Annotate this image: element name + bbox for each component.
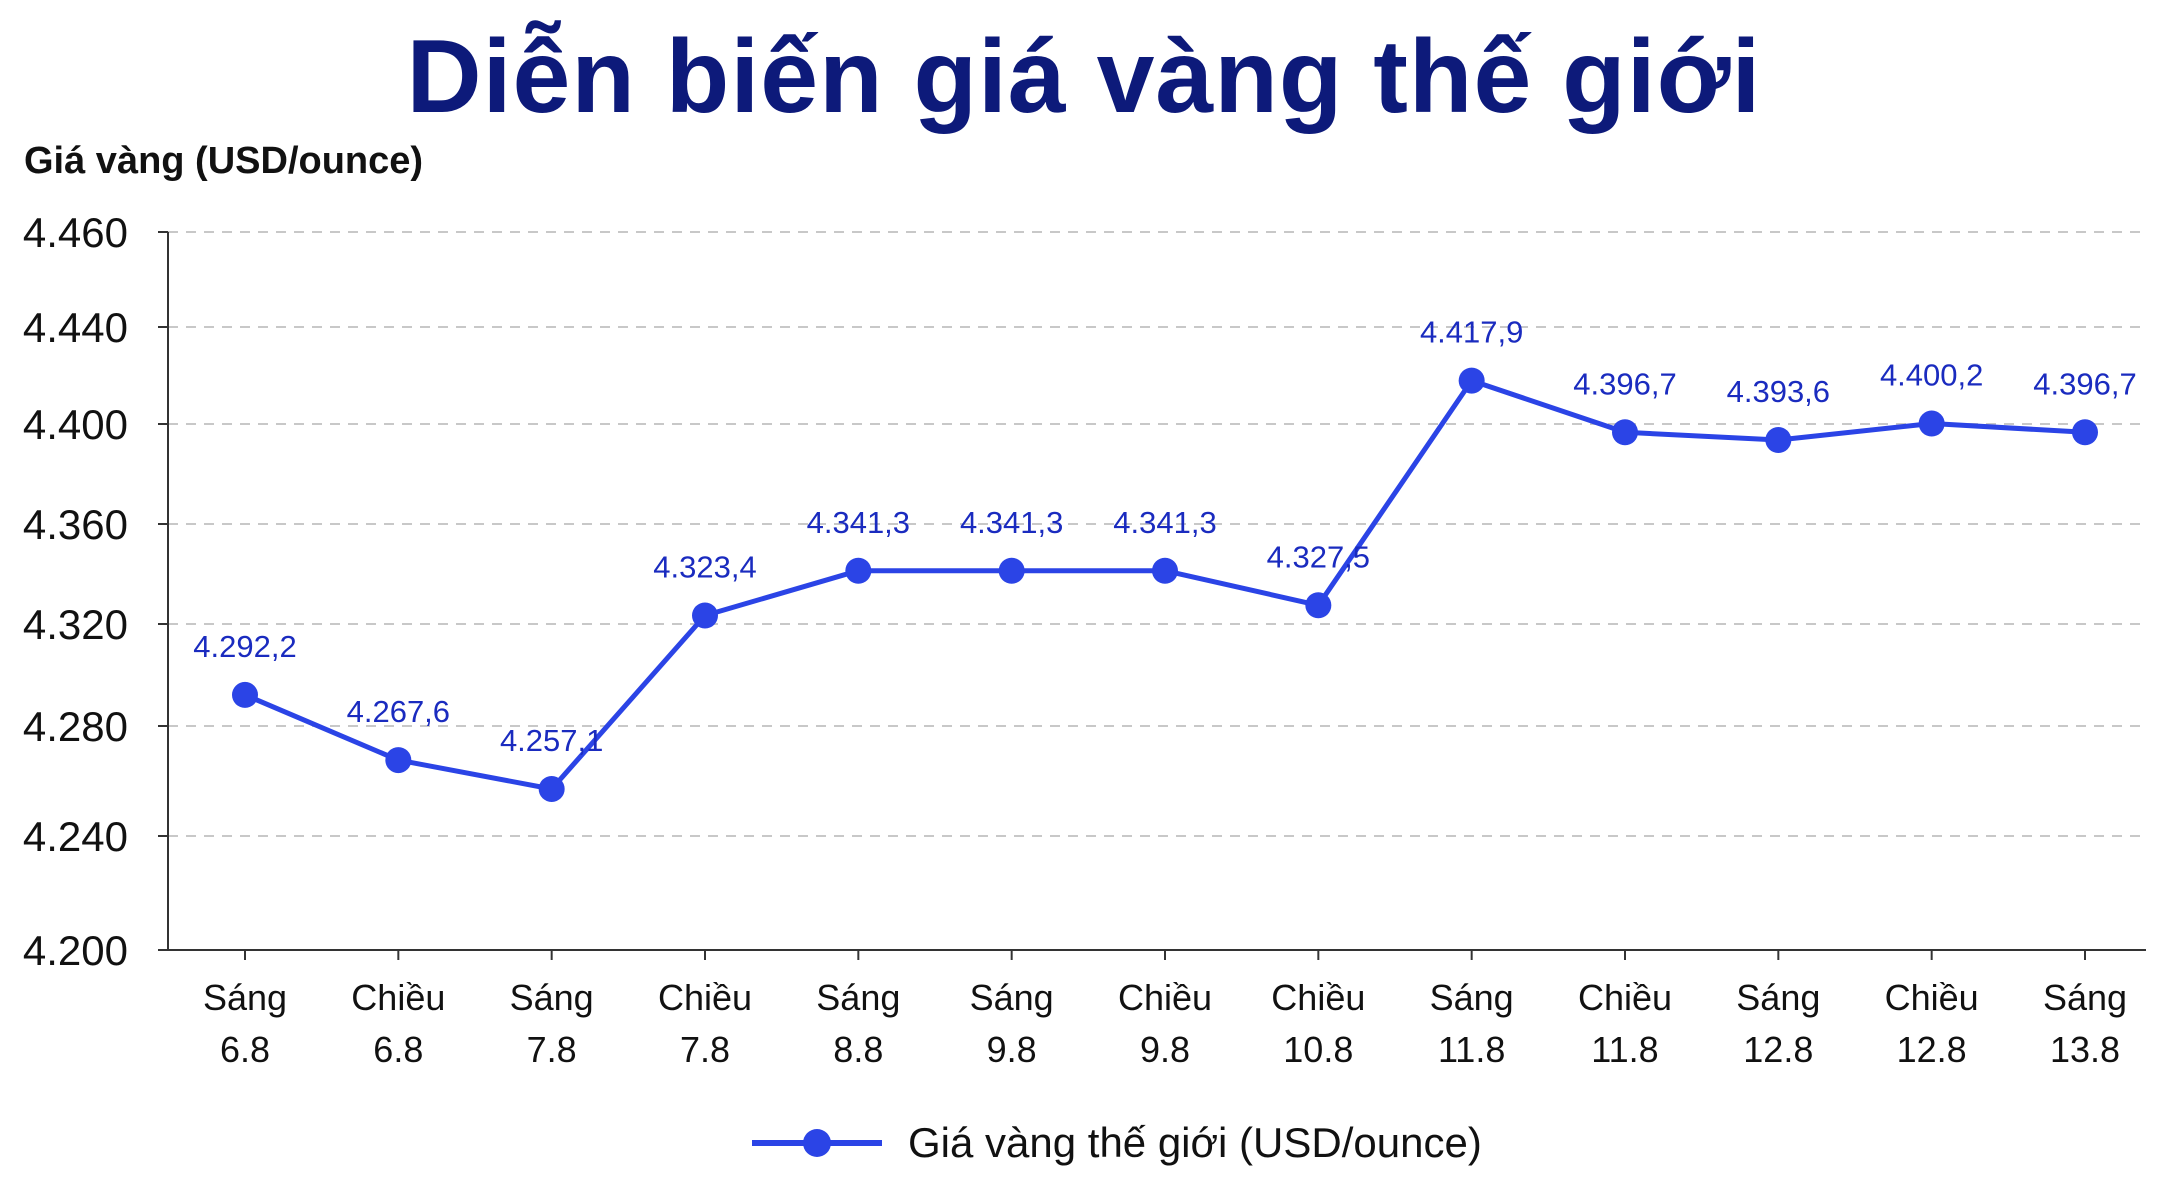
x-tick-label-line2: 9.8: [987, 1029, 1037, 1070]
data-point: [538, 775, 565, 802]
y-tick-label: 4.320: [23, 601, 128, 648]
x-tick-label-line2: 10.8: [1283, 1029, 1353, 1070]
y-tick-label: 4.460: [23, 209, 128, 256]
x-tick-label-line2: 7.8: [527, 1029, 577, 1070]
data-point: [1458, 367, 1485, 394]
y-tick-label: 4.360: [23, 501, 128, 548]
y-tick-label: 4.240: [23, 813, 128, 860]
x-tick-labels: Sáng 6.8 Chiều 6.8 Sáng 7.8 Chiều 7.8 Sáng 8.8 Sán…: [203, 977, 2127, 1070]
y-tick-label: 4.280: [23, 703, 128, 750]
data-label: 4.417,9: [1420, 315, 1523, 350]
data-label: 4.341,3: [1113, 505, 1216, 540]
y-tick-label: 4.200: [23, 927, 128, 974]
x-tick-label-line1: Chiều: [658, 977, 752, 1018]
x-tick-label-line2: 9.8: [1140, 1029, 1190, 1070]
y-axis-label: Giá vàng (USD/ounce): [24, 140, 424, 182]
x-tick-label-line1: Chiều: [1885, 977, 1979, 1018]
data-label: 4.393,6: [1727, 374, 1830, 409]
x-tick-label-line2: 11.8: [1438, 1029, 1505, 1070]
data-point: [385, 747, 412, 774]
x-tick-label-line2: 11.8: [1591, 1029, 1658, 1070]
x-tick-label-line1: Chiều: [351, 977, 445, 1018]
x-tick-label-line2: 8.8: [833, 1029, 883, 1070]
y-tick-label: 4.440: [23, 304, 128, 351]
x-tick-label-line2: 12.8: [1897, 1029, 1967, 1070]
data-label: 4.341,3: [807, 505, 910, 540]
data-labels: 4.292,2 4.267,6 4.257,1 4.323,4 4.341,3 4.341…: [193, 315, 2136, 758]
data-point: [692, 602, 718, 629]
x-tick-label-line1: Sáng: [510, 977, 594, 1018]
x-tick-label-line1: Sáng: [2043, 977, 2127, 1018]
y-tick-label: 4.400: [23, 401, 128, 448]
x-tick-label-line1: Chiều: [1271, 977, 1365, 1018]
x-tick-label-line1: Chiều: [1578, 977, 1672, 1018]
data-point: [845, 557, 872, 584]
data-label: 4.267,6: [347, 694, 450, 729]
x-tick-label-line1: Sáng: [1430, 977, 1514, 1018]
x-tick-label-line2: 6.8: [373, 1029, 423, 1070]
data-points: [232, 367, 2098, 802]
x-tick-label-line1: Sáng: [816, 977, 900, 1018]
x-tick-label-line2: 12.8: [1743, 1029, 1813, 1070]
x-tick-label-line1: Sáng: [970, 977, 1054, 1018]
data-label: 4.323,4: [653, 550, 756, 585]
data-point: [1612, 419, 1638, 446]
data-point: [1305, 592, 1332, 619]
axes: [158, 231, 2146, 960]
data-point: [1152, 557, 1178, 584]
data-label: 4.396,7: [2033, 366, 2136, 401]
data-label: 4.327,5: [1267, 539, 1370, 574]
y-tick-labels: 4.460 4.440 4.400 4.360 4.320 4.280 4.240 4.200: [23, 209, 128, 974]
data-label: 4.396,7: [1573, 366, 1676, 401]
data-label: 4.400,2: [1880, 358, 1983, 393]
x-tick-label-line2: 6.8: [220, 1029, 270, 1070]
legend-label: Giá vàng thế giới (USD/ounce): [908, 1119, 1482, 1166]
x-tick-label-line2: 13.8: [2050, 1029, 2120, 1070]
grid-lines: [168, 231, 2146, 837]
data-point: [1765, 427, 1792, 453]
x-tick-label-line1: Sáng: [1736, 977, 1820, 1018]
x-tick-label-line1: Sáng: [203, 977, 287, 1018]
data-point: [2072, 419, 2098, 446]
data-label: 4.341,3: [960, 505, 1063, 540]
data-point: [232, 681, 258, 708]
chart-title: Diễn biến giá vàng thế giới: [406, 19, 1762, 135]
data-point: [1918, 410, 1945, 437]
data-point: [998, 557, 1025, 584]
legend: Giá vàng thế giới (USD/ounce): [752, 1119, 1482, 1166]
x-tick-label-line2: 7.8: [680, 1029, 730, 1070]
x-tick-label-line1: Chiều: [1118, 977, 1212, 1018]
data-label: 4.292,2: [193, 629, 296, 664]
data-label: 4.257,1: [500, 723, 603, 758]
legend-marker-swatch: [803, 1129, 831, 1157]
